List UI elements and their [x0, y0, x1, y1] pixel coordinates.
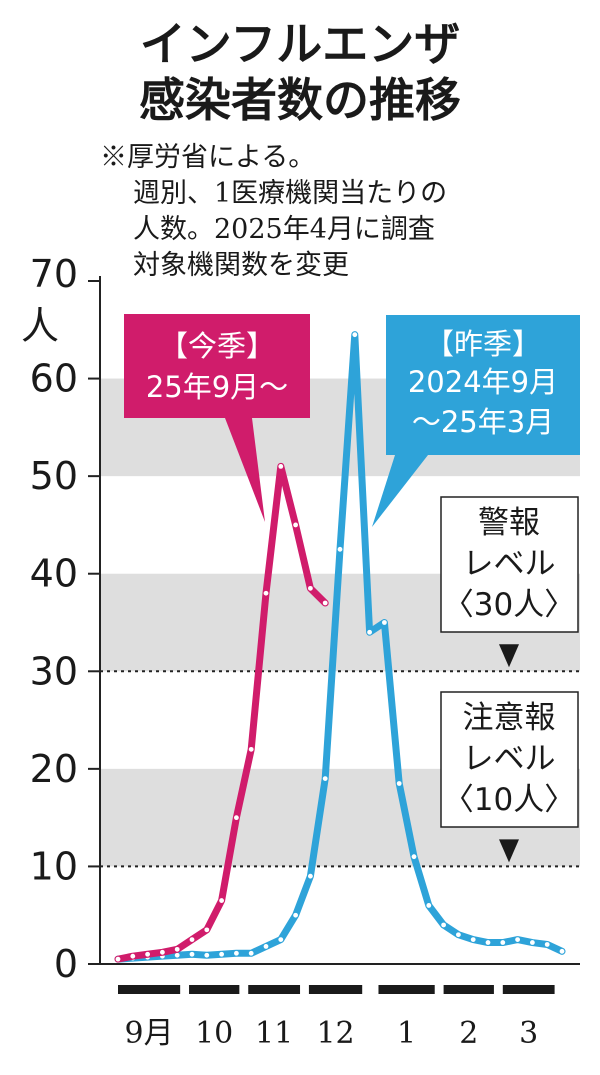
- callout-label: ～25年3月: [412, 405, 554, 439]
- y-tick-label: 30: [30, 649, 78, 693]
- x-tick-label: 11: [255, 1016, 293, 1051]
- data-point: [470, 937, 476, 943]
- x-month-bar: [308, 985, 363, 994]
- callout-label: 2024年9月: [408, 365, 558, 399]
- level-lines: [100, 670, 580, 868]
- callout-pointer: [372, 455, 428, 527]
- x-month-bar: [443, 985, 494, 994]
- data-point: [456, 932, 461, 938]
- data-point: [248, 950, 254, 956]
- data-point: [189, 951, 195, 957]
- data-point: [278, 463, 284, 469]
- callout-box: [124, 314, 310, 418]
- data-point: [337, 546, 343, 552]
- series-line: [114, 462, 329, 963]
- data-point: [219, 898, 225, 903]
- x-tick-label: 9月: [125, 1016, 174, 1051]
- level-label: レベル: [463, 546, 556, 582]
- data-point: [308, 873, 313, 879]
- x-tick-label: 1: [397, 1016, 416, 1051]
- data-point: [145, 951, 151, 957]
- y-tick-label: 60: [30, 357, 78, 401]
- level-box: [440, 496, 579, 633]
- series: [114, 331, 566, 963]
- callout-label: 【今季】: [159, 329, 275, 363]
- level-label: 〈30人〉: [443, 587, 575, 623]
- y-tick-label: 50: [30, 454, 78, 498]
- level-label: 注意報: [463, 700, 556, 736]
- x-month-bar: [189, 985, 240, 994]
- x-axis-month-bars: 9月 10 11 12 1 2 3: [118, 985, 555, 1051]
- data-point: [515, 937, 520, 943]
- y-tick-label: 10: [30, 844, 78, 888]
- data-point: [204, 952, 210, 958]
- callout-pointer: [225, 418, 265, 522]
- level-box: [440, 691, 579, 828]
- x-month-bar: [378, 985, 435, 994]
- data-point: [426, 903, 432, 908]
- data-point: [174, 946, 180, 952]
- level-label: 〈10人〉: [443, 782, 575, 818]
- data-point: [234, 950, 239, 956]
- x-tick-label: 12: [316, 1016, 354, 1051]
- data-point: [441, 922, 446, 928]
- y-tick-label: 0: [54, 942, 78, 986]
- data-point: [411, 854, 417, 860]
- data-point: [396, 781, 402, 786]
- y-axis: 0 10 20 30 40 50 60 70 人: [21, 252, 580, 986]
- data-point: [530, 940, 535, 945]
- data-point: [115, 956, 121, 962]
- x-month-bar: [118, 985, 181, 994]
- note-line-4: 対象機関数を変更: [133, 250, 349, 281]
- level-label: 警報: [478, 505, 540, 541]
- y-axis-unit: 人: [21, 304, 59, 348]
- chart-title-line2: 感染者数の推移: [139, 73, 461, 127]
- data-point: [263, 590, 269, 596]
- data-point: [248, 746, 254, 752]
- note-line-1: ※厚労省による。: [100, 142, 316, 173]
- data-point: [234, 815, 239, 821]
- data-point: [485, 940, 491, 945]
- data-point: [322, 600, 328, 606]
- data-point: [308, 585, 313, 591]
- chart-title-line1: インフルエンザ: [139, 17, 461, 71]
- y-tick-label: 40: [30, 552, 78, 596]
- data-point: [500, 940, 506, 945]
- level-label: レベル: [463, 741, 556, 777]
- callout-box: [386, 315, 580, 455]
- data-point: [278, 937, 284, 943]
- note-line-2: 週別、1医療機関当たりの: [133, 178, 448, 209]
- data-point: [263, 944, 269, 949]
- data-point: [160, 949, 165, 955]
- x-month-bar: [248, 985, 301, 994]
- level-arrow: [499, 839, 519, 863]
- x-month-bar: [502, 985, 555, 994]
- data-point: [174, 952, 180, 958]
- x-tick-label: 3: [519, 1016, 538, 1051]
- data-point: [352, 332, 358, 338]
- data-point: [219, 951, 225, 957]
- y-tick-label: 20: [30, 747, 78, 791]
- data-point: [544, 942, 550, 947]
- level-arrow: [499, 644, 519, 668]
- data-point: [130, 953, 136, 959]
- x-tick-label: 2: [459, 1016, 478, 1051]
- data-point: [204, 927, 210, 933]
- x-tick-label: 10: [195, 1016, 233, 1051]
- note-line-3: 人数。2025年4月に調査: [133, 214, 435, 245]
- data-point: [293, 912, 298, 918]
- callout-label: 25年9月～: [146, 370, 288, 404]
- data-point: [559, 948, 565, 954]
- data-point: [382, 620, 387, 625]
- data-point: [367, 629, 372, 635]
- data-point: [293, 522, 298, 528]
- callout-label: 【昨季】: [425, 327, 541, 361]
- data-point: [189, 937, 195, 943]
- data-point: [322, 776, 328, 782]
- y-tick-label: 70: [30, 252, 78, 296]
- series-callouts: 【今季】 25年9月～ 【昨季】 2024年9月 ～25年3月: [124, 314, 580, 527]
